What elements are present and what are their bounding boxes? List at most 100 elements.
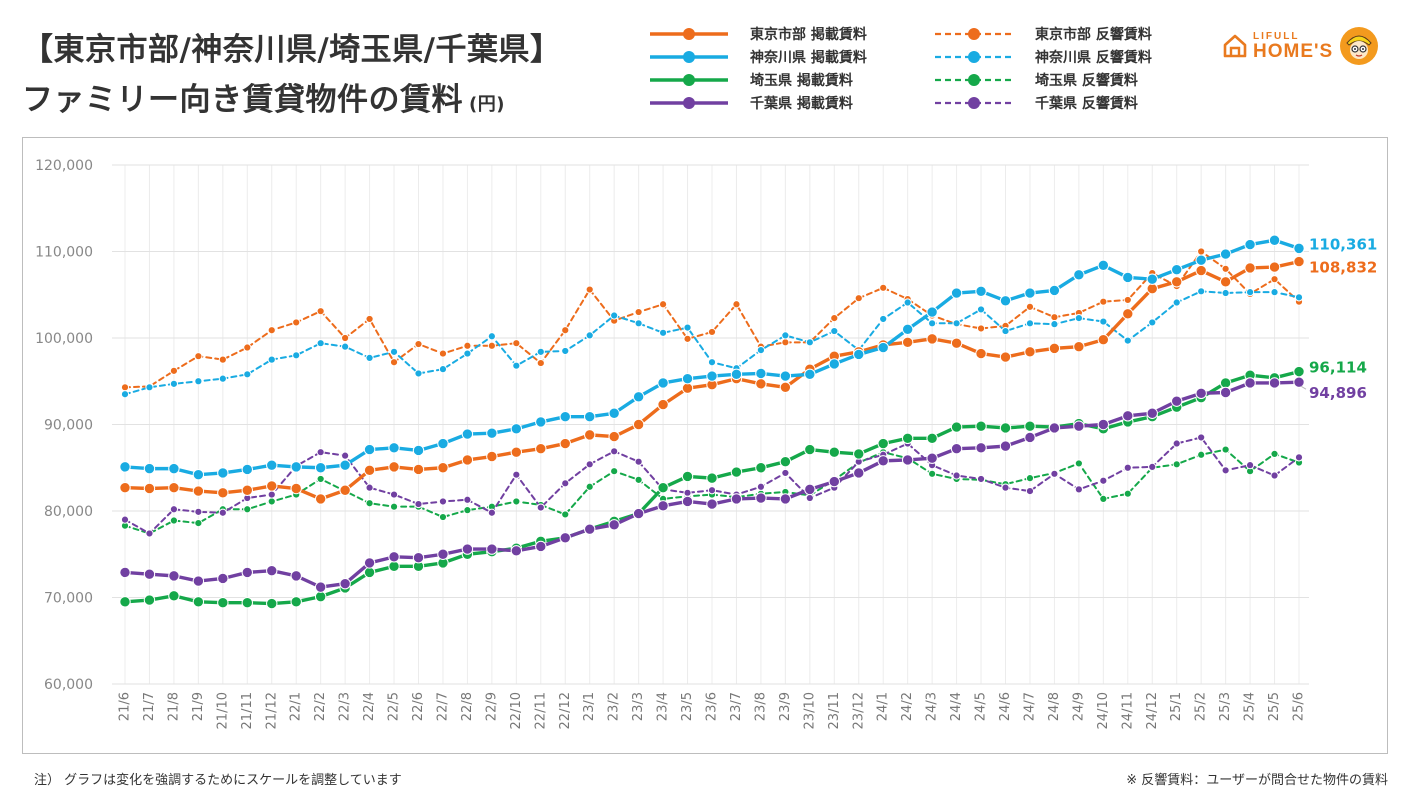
- data-point: [634, 307, 643, 317]
- data-point: [389, 358, 399, 367]
- data-point: [634, 319, 643, 328]
- data-point: [412, 552, 425, 564]
- data-point: [1099, 476, 1108, 485]
- data-point: [218, 374, 227, 383]
- data-point: [1050, 320, 1059, 329]
- data-point: [657, 377, 669, 389]
- data-point: [1219, 248, 1232, 260]
- x-tick-label: 24/10: [1096, 692, 1111, 729]
- data-point: [634, 475, 643, 484]
- data-point: [804, 368, 816, 381]
- legend-label: 千葉県 掲載賃料: [750, 95, 853, 112]
- legend-swatch: [650, 73, 728, 86]
- data-point: [681, 372, 694, 385]
- data-point: [1122, 410, 1134, 422]
- data-point: [1268, 377, 1281, 389]
- data-point: [1294, 293, 1304, 302]
- chart-unit-label: (円): [469, 94, 505, 115]
- data-point: [1171, 263, 1183, 276]
- data-point: [830, 314, 839, 323]
- data-point: [828, 446, 840, 458]
- data-point: [412, 463, 425, 476]
- data-point: [339, 484, 351, 496]
- data-point: [143, 482, 156, 495]
- data-point: [438, 512, 448, 522]
- x-tick-label: 21/8: [166, 692, 181, 721]
- x-tick-label: 23/4: [656, 692, 671, 721]
- data-point: [487, 341, 496, 350]
- end-value-label: 96,114: [1309, 359, 1367, 377]
- data-point: [828, 358, 840, 370]
- data-point: [584, 411, 596, 423]
- data-point: [1024, 287, 1036, 299]
- logo-text-bottom: HOME'S: [1253, 40, 1334, 62]
- data-point: [781, 338, 790, 347]
- y-tick-label: 60,000: [44, 677, 93, 693]
- data-point: [1221, 288, 1230, 298]
- legend-label: 埼玉県 反響賃料: [1035, 72, 1138, 89]
- data-point: [316, 307, 325, 316]
- data-point: [779, 381, 792, 394]
- data-point: [804, 443, 816, 456]
- data-point: [414, 499, 423, 509]
- legend-swatch: [650, 50, 728, 63]
- data-point: [975, 442, 987, 454]
- x-tick-label: 24/6: [998, 692, 1013, 721]
- data-point: [952, 471, 961, 480]
- data-point: [779, 455, 792, 468]
- data-point: [1197, 450, 1206, 459]
- data-point: [901, 432, 914, 445]
- data-point: [486, 427, 498, 439]
- data-point: [120, 515, 130, 524]
- data-point: [1123, 489, 1132, 498]
- data-point: [1074, 485, 1083, 494]
- data-point: [535, 540, 547, 553]
- data-point: [1293, 365, 1305, 378]
- data-point: [1195, 387, 1207, 400]
- data-point: [756, 346, 766, 355]
- data-point: [610, 311, 619, 320]
- legend-item: 東京市部 掲載賃料: [648, 22, 867, 45]
- x-tick-label: 22/6: [411, 692, 426, 721]
- y-tick-label: 80,000: [44, 504, 93, 520]
- data-point: [584, 523, 596, 535]
- data-point: [414, 339, 423, 349]
- data-point: [805, 493, 814, 503]
- data-point: [610, 467, 619, 476]
- data-point: [243, 343, 252, 352]
- data-point: [192, 596, 205, 608]
- data-point: [1270, 471, 1279, 480]
- y-tick-label: 120,000: [35, 158, 93, 174]
- data-point: [218, 508, 227, 517]
- data-point: [559, 437, 571, 450]
- data-point: [928, 319, 937, 328]
- x-tick-label: 24/12: [1145, 692, 1160, 729]
- data-point: [950, 337, 963, 349]
- data-point: [243, 370, 252, 379]
- y-tick-label: 90,000: [44, 418, 93, 434]
- data-point: [168, 481, 180, 494]
- data-point: [632, 418, 645, 431]
- data-point: [389, 502, 399, 511]
- end-value-label: 108,832: [1309, 259, 1377, 277]
- data-point: [585, 482, 594, 491]
- data-point: [901, 336, 914, 349]
- data-point: [559, 411, 571, 423]
- data-point: [706, 498, 718, 510]
- data-point: [730, 466, 743, 478]
- data-point: [1172, 439, 1181, 448]
- data-point: [510, 423, 523, 435]
- data-point: [901, 454, 914, 466]
- data-point: [169, 505, 179, 514]
- data-point: [1195, 264, 1207, 277]
- data-point: [1148, 318, 1157, 327]
- data-point: [341, 333, 350, 343]
- data-point: [314, 462, 327, 474]
- data-point: [266, 564, 278, 577]
- x-tick-label: 23/8: [753, 692, 768, 721]
- label-leader-line: [1300, 385, 1307, 390]
- data-point: [1171, 276, 1183, 288]
- legend-label: 東京市部 掲載賃料: [750, 26, 867, 43]
- data-point: [1099, 317, 1108, 326]
- lifull-homes-logo: LIFULL HOME'S: [1222, 26, 1379, 66]
